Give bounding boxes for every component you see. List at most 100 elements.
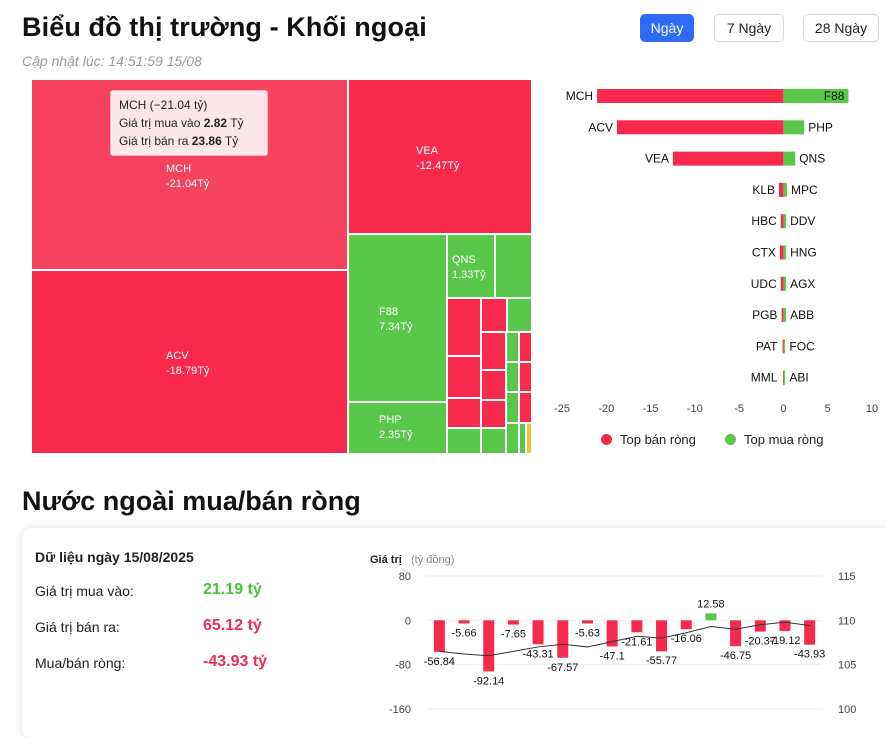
sell-label: PAT (756, 339, 778, 353)
daily-bar (705, 613, 717, 621)
treemap-tile-small[interactable] (481, 400, 506, 428)
tooltip-buy-value: 2.82 (203, 116, 228, 130)
treemap-tile-small[interactable] (519, 362, 532, 392)
sell-label: UDC (751, 277, 777, 291)
top-net-bar-chart: MCH F88 ACV PHP VEA QNS KLB MPC HBC DDV CTX HNG UDC A… (554, 89, 878, 415)
treemap-tile-small[interactable] (526, 423, 532, 454)
treemap-tile-small[interactable] (481, 332, 506, 370)
bar-value-label: -67.57 (547, 662, 578, 674)
buy-bar (783, 370, 785, 385)
buy-bar (783, 339, 785, 354)
treemap-tile-small[interactable] (506, 392, 519, 423)
sell-bar (617, 120, 784, 135)
net-card: Dữ liệu ngày 15/08/2025 Giá trị mua vào:… (22, 528, 885, 738)
bar-value-label: -19.12 (769, 635, 800, 647)
sell-value: 65.12 tỷ (203, 617, 262, 634)
daily-bar (483, 620, 495, 672)
bar-value-label: -16.06 (671, 633, 702, 645)
buy-bar (783, 89, 849, 103)
treemap-tile-vea[interactable]: VEA -12.47Tỷ (348, 79, 532, 234)
bar-value-label: -55.77 (646, 655, 677, 667)
daily-bar (581, 620, 593, 624)
sell-label: ACV (588, 120, 613, 134)
daily-bar (507, 620, 519, 625)
treemap-tile-acv[interactable]: ACV -18.79Tỷ (31, 270, 348, 454)
tile-code: MCH (166, 163, 192, 175)
y2-tick-label: 100 (838, 704, 856, 716)
treemap-tile-small[interactable] (481, 370, 506, 400)
bar-value-label: -20.37 (745, 636, 776, 648)
buy-bar (783, 308, 787, 323)
bar-value-label: -21.61 (621, 636, 652, 648)
treemap-tile-small[interactable] (507, 298, 532, 332)
sell-label: KLB (752, 183, 775, 197)
treemap-tile-small[interactable] (506, 332, 519, 362)
y2-tick-label: 105 (838, 660, 856, 672)
tile-value: 2.35Tỷ (379, 429, 413, 441)
treemap-tile-small[interactable] (506, 423, 519, 454)
daily-bar (606, 620, 618, 647)
treemap-tooltip: MCH (−21.04 tỷ) Giá trị mua vào 2.82 Tỷ … (110, 90, 268, 156)
daily-bar (532, 620, 544, 645)
tile-code: VEA (416, 145, 439, 157)
bar-value-label: -92.14 (473, 675, 504, 687)
legend-buy-swatch (725, 434, 736, 445)
treemap-tile-small[interactable] (519, 423, 526, 454)
tab-28-days[interactable]: 28 Ngày (803, 14, 879, 42)
buy-bar (783, 182, 787, 197)
sell-label: Giá trị bán ra: (35, 619, 120, 635)
treemap-tile-small[interactable] (447, 298, 481, 356)
bar-value-label: -47.1 (600, 650, 625, 662)
treemap-tile-small[interactable] (481, 428, 506, 454)
tile-value: -21.04Tỷ (166, 178, 210, 190)
legend-sell-swatch (601, 434, 612, 445)
tooltip-title: MCH (−21.04 tỷ) (119, 98, 208, 112)
legend-sell[interactable]: Top bán ròng (601, 432, 696, 447)
page-title: Biểu đồ thị trường - Khối ngoại (22, 12, 427, 42)
tile-code: ACV (166, 350, 189, 362)
treemap-tile-small[interactable] (495, 234, 532, 298)
treemap-tile-small[interactable] (447, 356, 481, 398)
daily-bar (754, 620, 766, 632)
tab-7-days[interactable]: 7 Ngày (714, 14, 784, 42)
buy-label: MPC (791, 183, 818, 197)
treemap-tile-small[interactable] (519, 392, 532, 423)
treemap-tile-small[interactable] (481, 298, 507, 332)
buy-label: DDV (790, 214, 815, 228)
treemap-tile-small[interactable] (506, 362, 519, 392)
sell-label: VEA (645, 152, 669, 166)
y-axis-unit: (tỷ đồng) (411, 554, 454, 566)
buy-label: HNG (790, 246, 817, 260)
buy-bar (783, 276, 787, 291)
daily-bar (458, 620, 470, 624)
buy-label: ABI (789, 371, 808, 385)
daily-bar (779, 620, 791, 631)
x-tick-label: -10 (687, 403, 703, 415)
y-tick-label: 80 (399, 571, 411, 583)
bar-value-label: -46.75 (720, 650, 751, 662)
y2-tick-label: 110 (838, 615, 856, 627)
tile-code: F88 (379, 306, 398, 318)
buy-value: 21.19 tỷ (203, 581, 262, 598)
treemap-tile-small[interactable] (447, 398, 481, 428)
buy-bar (783, 245, 787, 260)
tile-value: -12.47Tỷ (416, 160, 460, 172)
sell-bar (672, 151, 784, 166)
treemap-tile-qns[interactable]: QNS 1.33Tỷ (447, 234, 495, 298)
y-axis-title: Giá trị (370, 554, 402, 566)
daily-bar (730, 620, 742, 647)
tab-day[interactable]: Ngày (640, 14, 694, 42)
buy-label: AGX (790, 277, 815, 291)
index-line (439, 621, 810, 657)
legend-buy[interactable]: Top mua ròng (725, 432, 824, 447)
sell-label: PGB (752, 308, 777, 322)
bar-value-label: -43.93 (794, 649, 825, 661)
treemap-tile-php[interactable]: PHP 2.35Tỷ (348, 402, 447, 454)
treemap-tile-small[interactable] (519, 332, 532, 362)
buy-label: F88 (824, 89, 845, 103)
buy-label: QNS (799, 152, 825, 166)
treemap-tile-small[interactable] (447, 428, 481, 454)
sell-label: HBC (751, 214, 777, 228)
treemap-tile-f88[interactable]: F88 7.34Tỷ (348, 234, 447, 402)
bar-value-label: -43.31 (522, 648, 553, 660)
